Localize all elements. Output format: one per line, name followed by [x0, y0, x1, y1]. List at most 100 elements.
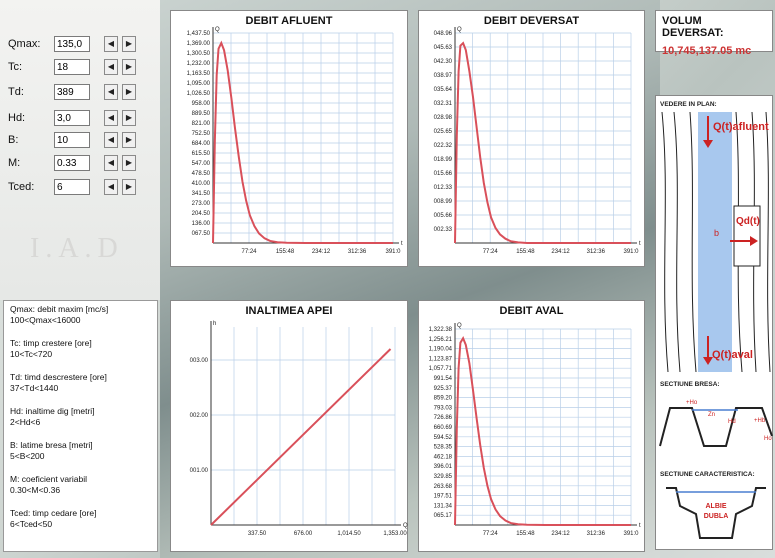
q-afluent-label: Q(t)afluent — [713, 121, 769, 133]
param-label: Hd: — [8, 112, 26, 124]
help-entry: Hd: inaltime dig [metri] 2<Hd<6 — [10, 406, 151, 428]
decrement-button[interactable]: ◀ — [104, 110, 118, 126]
y-tick-label: 793.03 — [434, 405, 453, 411]
river-plan — [661, 111, 771, 373]
breach-width-label: b — [714, 228, 719, 238]
param-input[interactable]: 0.33 — [54, 155, 90, 171]
y-tick-label: 341.50 — [192, 191, 211, 197]
dubla-label: DUBLA — [704, 513, 729, 520]
y-tick-label: 1,437.50 — [187, 31, 211, 37]
y-tick-label: 462.18 — [434, 454, 453, 460]
increment-button[interactable]: ▶ — [122, 84, 136, 100]
param-label: Td: — [8, 86, 24, 98]
y-tick-label: 1,163.50 — [187, 71, 211, 77]
param-input[interactable]: 18 — [54, 59, 90, 75]
x-tick-label: 391:0 — [385, 249, 401, 255]
y-tick-label: 028.98 — [434, 115, 453, 121]
y-tick-label: 1,057.71 — [429, 366, 453, 372]
help-description: B: latime bresa [metri] — [10, 440, 93, 450]
y-tick-label: 478.50 — [192, 171, 211, 177]
decrement-button[interactable]: ◀ — [104, 179, 118, 195]
y-tick-label: 197.51 — [434, 494, 453, 500]
x-axis-label: t — [639, 241, 641, 247]
help-description: Qmax: debit maxim [mc/s] — [10, 304, 109, 314]
chart-svg: 003.00 002.00 001.00 h Q 337.50 676.00 1,014.50… — [190, 321, 408, 537]
help-description: Tc: timp crestere [ore] — [10, 338, 92, 348]
help-description: Td: timd descrestere [ore] — [10, 372, 107, 382]
y-tick-label: 022.32 — [434, 143, 453, 149]
x-tick-label: 312:36 — [348, 249, 367, 255]
x-tick-label: 1,353.00 — [383, 531, 407, 537]
y-tick-label: 002.33 — [434, 227, 453, 233]
breach-section-title: SECTIUNE BRESA: — [660, 381, 720, 388]
help-description: M: coeficient variabil — [10, 474, 88, 484]
chart-svg: 1,322.38 1,256.21 1,190.04 1,123.87 1,057.71… — [429, 323, 641, 537]
decrement-button[interactable]: ◀ — [104, 59, 118, 75]
decrement-button[interactable]: ◀ — [104, 84, 118, 100]
ho-label: Ho — [764, 436, 772, 442]
increment-button[interactable]: ▶ — [122, 36, 136, 52]
increment-button[interactable]: ▶ — [122, 132, 136, 148]
increment-button[interactable]: ▶ — [122, 59, 136, 75]
param-label: Tc: — [8, 61, 23, 73]
series-line — [454, 336, 631, 526]
volume-box: VOLUM DEVERSAT: 10,745,137.05 mc — [655, 10, 773, 57]
y-tick-label: 889.50 — [192, 111, 211, 117]
chart-title: DEBIT AFLUENT — [245, 15, 333, 27]
decrement-button[interactable]: ◀ — [104, 155, 118, 171]
param-input[interactable]: 10 — [54, 132, 90, 148]
albie-label: ALBIE — [706, 503, 727, 510]
plan-view-title: VEDERE IN PLAN: — [660, 101, 717, 108]
x-tick-label: 312:36 — [587, 531, 606, 537]
increment-button[interactable]: ▶ — [122, 155, 136, 171]
y-tick-label: 1,026.50 — [187, 91, 211, 97]
y-tick-label: 1,123.87 — [429, 356, 453, 362]
param-input[interactable]: 135,0 — [54, 36, 90, 52]
param-label: Tced: — [8, 181, 35, 193]
y-tick-label: 048.96 — [434, 31, 453, 37]
decrement-button[interactable]: ◀ — [104, 36, 118, 52]
y-tick-label: 003.00 — [190, 358, 209, 364]
increment-button[interactable]: ▶ — [122, 110, 136, 126]
y-tick-label: 065.17 — [434, 513, 453, 519]
help-range: 6<Tced<50 — [10, 519, 53, 529]
y-tick-label: 684.00 — [192, 141, 211, 147]
help-description: Hd: inaltime dig [metri] — [10, 406, 95, 416]
y-tick-label: 273.00 — [192, 201, 211, 207]
help-description: Tced: timp cedare [ore] — [10, 508, 97, 518]
help-entry: M: coeficient variabil 0.30<M<0.36 — [10, 474, 151, 496]
y-tick-label: 1,369.00 — [187, 41, 211, 47]
y-tick-label: 042.30 — [434, 59, 453, 65]
chart-title: DEBIT AVAL — [499, 305, 564, 317]
parameter-panel: Qmax: 135,0 ◀ ▶ Tc: 18 ◀ ▶ Td: 389 ◀ ▶ Hd: 3,0 ◀ ▶ B: 10 ◀… — [0, 0, 160, 300]
chart-debit-afluent: DEBIT AFLUENT 1,437.50 1,369.00 1,300.50 1,… — [170, 10, 408, 267]
volume-label: VOLUM DEVERSAT: — [662, 15, 724, 39]
param-input[interactable]: 6 — [54, 179, 90, 195]
y-tick-label: 038.97 — [434, 73, 453, 79]
x-tick-label: 77:24 — [241, 249, 257, 255]
x-axis-label: t — [639, 523, 641, 529]
param-label: Qmax: — [8, 38, 41, 50]
y-tick-label: 1,256.21 — [429, 337, 453, 343]
y-tick-label: 1,232.00 — [187, 61, 211, 67]
param-input[interactable]: 389 — [54, 84, 90, 100]
y-tick-label: 752.50 — [192, 131, 211, 137]
help-entry: Tc: timp crestere [ore] 10<Tc<720 — [10, 338, 151, 360]
y-tick-label: 025.65 — [434, 129, 453, 135]
decrement-button[interactable]: ◀ — [104, 132, 118, 148]
y-tick-label: 067.50 — [192, 231, 211, 237]
zn-label: Zn — [708, 412, 715, 418]
series-line — [210, 348, 392, 526]
y-tick-label: 1,322.38 — [429, 327, 453, 333]
y-tick-label: 859.20 — [434, 396, 453, 402]
param-input[interactable]: 3,0 — [54, 110, 90, 126]
help-range: 2<Hd<6 — [10, 417, 41, 427]
help-entry: B: latime bresa [metri] 5<B<200 — [10, 440, 151, 462]
help-entry: Td: timd descrestere [ore] 37<Td<1440 — [10, 372, 151, 394]
x-axis-label: Q — [403, 523, 408, 529]
volume-value: 10,745,137.05 mc — [662, 45, 752, 57]
y-tick-label: 005.66 — [434, 213, 453, 219]
q-aval-label: Q(t)aval — [712, 349, 753, 361]
y-tick-label: 045.63 — [434, 45, 453, 51]
increment-button[interactable]: ▶ — [122, 179, 136, 195]
